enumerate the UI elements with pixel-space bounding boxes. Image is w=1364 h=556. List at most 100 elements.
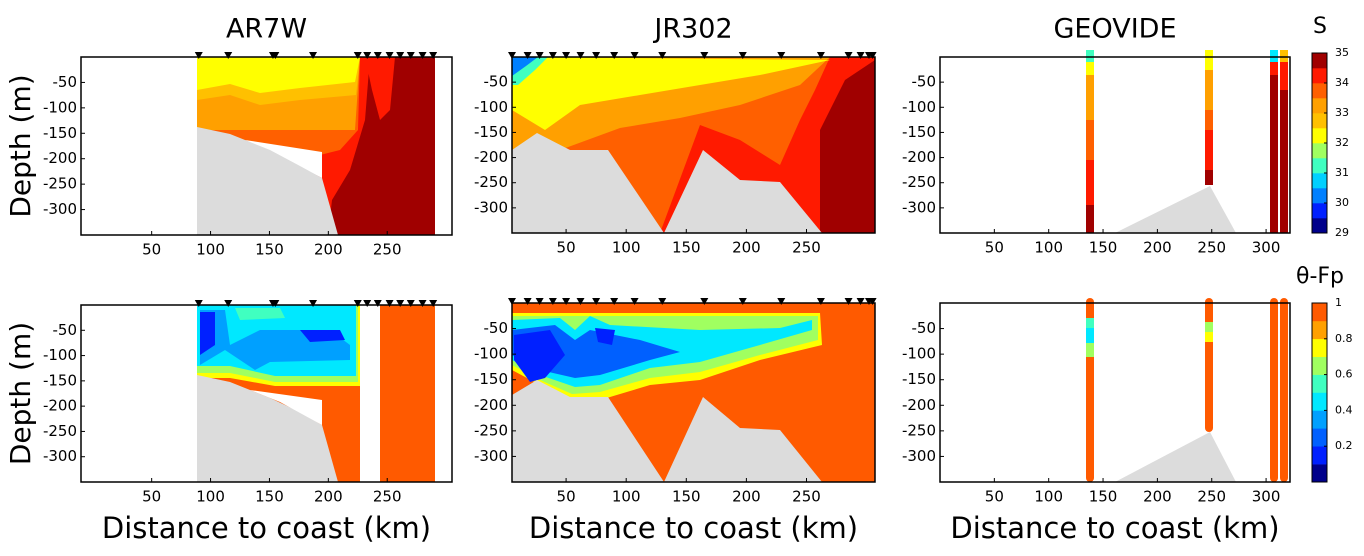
- ar7w-fp-field: [197, 305, 435, 482]
- no-data: [250, 390, 322, 425]
- profile: [1270, 298, 1278, 482]
- profile: [1086, 75, 1094, 120]
- contour-region: [380, 305, 390, 482]
- station-marker: [738, 52, 747, 59]
- colorbar-bin: [1312, 128, 1327, 144]
- colorbar-bin: [1312, 113, 1327, 129]
- colorbar-tick-label: 29: [1335, 226, 1349, 239]
- y-tick-label: -100: [474, 345, 508, 363]
- x-tick-label: 100: [1034, 239, 1063, 257]
- station-marker: [418, 52, 427, 59]
- station-marker: [363, 300, 372, 307]
- colorbar-tick-label: 0.6: [1335, 368, 1353, 381]
- y-tick-label: -50: [53, 73, 78, 91]
- station-marker: [353, 300, 362, 307]
- colorbar-bin: [1312, 143, 1327, 159]
- profile: [1270, 75, 1278, 233]
- y-axis-label: Depth (m): [4, 322, 37, 465]
- colorbar-tick-label: 35: [1335, 46, 1349, 59]
- x-tick-label: 200: [1143, 239, 1172, 257]
- y-tick-label: -150: [474, 370, 508, 388]
- y-tick-label: -200: [474, 396, 508, 414]
- x-tick-label: 100: [612, 239, 641, 257]
- colorbar-tick-label: 1: [1335, 296, 1342, 309]
- seafloor: [512, 380, 822, 482]
- y-tick-label: -50: [912, 73, 937, 91]
- x-tick-label: 150: [1089, 488, 1118, 506]
- x-tick-label: 150: [255, 241, 284, 259]
- station-marker: [592, 52, 601, 59]
- colorbar-bin: [1312, 392, 1327, 411]
- station-marker: [508, 298, 516, 305]
- seafloor: [197, 375, 338, 482]
- geovide-fp-profiles: [1086, 298, 1288, 482]
- x-tick-label: 50: [985, 239, 1004, 257]
- y-axis-label: Depth (m): [4, 74, 37, 217]
- station-marker: [385, 300, 394, 307]
- station-marker: [576, 52, 585, 59]
- station-marker: [271, 52, 280, 59]
- axes-frame: [939, 302, 1291, 483]
- station-marker: [271, 300, 280, 307]
- y-tick-label: -300: [43, 447, 77, 465]
- station-marker: [592, 298, 601, 305]
- colorbar-bin: [1312, 68, 1327, 84]
- colorbar-bin: [1312, 428, 1327, 447]
- x-tick-label: 150: [672, 239, 701, 257]
- contour-region: [365, 57, 395, 120]
- station-marker: [548, 298, 557, 305]
- colorbar-bin: [1312, 173, 1327, 189]
- station-marker: [396, 300, 405, 307]
- profile: [1205, 332, 1213, 342]
- x-tick-label: 250: [1197, 239, 1226, 257]
- y-tick-label: -100: [474, 98, 508, 116]
- x-tick-label: 50: [557, 239, 576, 257]
- contour-region: [197, 57, 360, 93]
- station-marker: [562, 298, 571, 305]
- colorbar-bin: [1312, 320, 1327, 340]
- profile: [1280, 62, 1288, 90]
- station-marker: [777, 298, 786, 305]
- profile: [1270, 62, 1278, 75]
- colorbar-tick-label: 0.2: [1335, 439, 1353, 452]
- colorbar-tick-label: 30: [1335, 196, 1349, 209]
- y-tick-label: -250: [902, 421, 936, 439]
- station-marker: [418, 300, 427, 307]
- y-tick-label: -200: [902, 148, 936, 166]
- seafloor: [197, 127, 338, 235]
- station-marker: [363, 52, 372, 59]
- y-tick-label: -100: [902, 345, 936, 363]
- panel-title: JR302: [652, 14, 732, 45]
- profile: [1205, 298, 1213, 432]
- y-tick-label: -250: [474, 421, 508, 439]
- y-tick-label: -250: [902, 173, 936, 191]
- station-marker: [738, 298, 747, 305]
- profile: [1205, 110, 1213, 130]
- axes-frame: [80, 304, 453, 483]
- station-marker: [406, 52, 415, 59]
- x-tick-label: 250: [373, 241, 402, 259]
- panel-title: GEOVIDE: [1053, 14, 1176, 45]
- y-tick-label: -300: [902, 198, 936, 216]
- station-marker: [373, 52, 382, 59]
- colorbar-bin: [1312, 98, 1327, 114]
- y-tick-label: -200: [902, 396, 936, 414]
- profile: [1086, 62, 1094, 75]
- contour-region: [514, 330, 565, 382]
- no-data: [360, 305, 380, 482]
- profile: [1280, 90, 1288, 233]
- station-marker: [194, 52, 203, 59]
- x-tick-label: 200: [314, 241, 343, 259]
- axes-frame: [80, 56, 453, 236]
- station-marker: [224, 300, 233, 307]
- station-marker: [868, 52, 877, 59]
- x-tick-label: 100: [1034, 488, 1063, 506]
- contour-region: [200, 312, 215, 355]
- station-marker: [385, 52, 394, 59]
- profile: [1205, 50, 1213, 70]
- station-marker: [429, 300, 438, 307]
- station-marker: [700, 52, 709, 59]
- y-tick-label: -200: [43, 149, 77, 167]
- x-tick-label: 200: [314, 488, 343, 506]
